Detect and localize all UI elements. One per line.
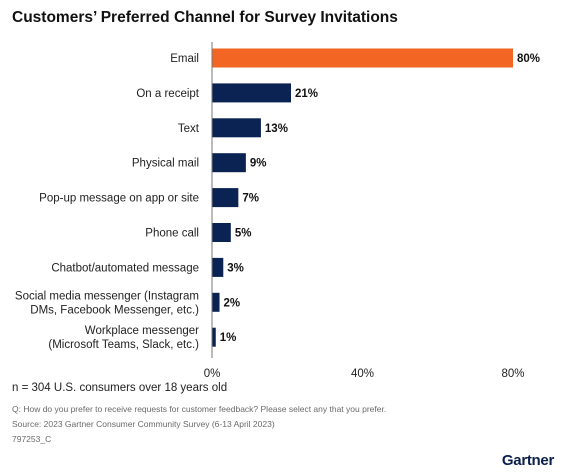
category-label: Email xyxy=(170,53,199,65)
category-label-line: Phone call xyxy=(145,228,199,240)
category-label-line: (Microsoft Teams, Slack, etc.) xyxy=(48,339,199,351)
bar xyxy=(212,153,246,173)
category-label-line: On a receipt xyxy=(136,88,199,100)
category-label: Text xyxy=(178,123,200,135)
bar-value-label: 7% xyxy=(242,193,259,205)
chart-title: Customers’ Preferred Channel for Survey … xyxy=(12,9,398,26)
bar xyxy=(212,118,261,138)
category-label-line: Chatbot/automated message xyxy=(51,262,199,274)
category-label: Physical mail xyxy=(132,158,199,170)
bar xyxy=(212,188,239,208)
category-label-line: Workplace messenger xyxy=(85,325,199,337)
bar-value-label: 5% xyxy=(235,228,252,240)
document-id: 797253_C xyxy=(12,434,52,444)
x-axis: 0% 40% 80% xyxy=(204,42,525,380)
category-label-line: Pop-up message on app or site xyxy=(39,193,199,205)
bar xyxy=(212,292,220,312)
category-label: On a receipt xyxy=(136,88,199,100)
gartner-logo: Gartner xyxy=(501,452,554,469)
bar xyxy=(212,327,216,347)
x-tick-label: 80% xyxy=(501,368,524,380)
bar-value-label: 13% xyxy=(265,123,288,135)
question-note: Q: How do you prefer to receive requests… xyxy=(12,404,387,414)
bar-value-label: 2% xyxy=(224,297,241,309)
bar xyxy=(212,83,292,103)
bar-value-label: 1% xyxy=(220,332,237,344)
bars-layer: Email 80% On a receipt 21% Text 13% Physical m… xyxy=(15,48,540,351)
bar-value-label: 9% xyxy=(250,158,267,170)
category-label-line: Physical mail xyxy=(132,158,199,170)
category-label-line: DMs, Facebook Messenger, etc.) xyxy=(30,304,199,316)
category-label: Pop-up message on app or site xyxy=(39,193,199,205)
category-label: Social media messenger (Instagram DMs, Fa… xyxy=(15,290,199,316)
source-note: Source: 2023 Gartner Consumer Community … xyxy=(12,419,275,429)
category-label-line: Email xyxy=(170,53,199,65)
bar xyxy=(212,223,231,242)
category-label: Chatbot/automated message xyxy=(51,262,199,274)
bar-value-label: 3% xyxy=(227,262,244,274)
bar-value-label: 80% xyxy=(517,53,540,65)
bar-chart: Email 80% On a receipt 21% Text 13% Physical m… xyxy=(15,42,540,380)
x-tick-label: 0% xyxy=(204,368,221,380)
category-label: Workplace messenger (Microsoft Teams, Sla… xyxy=(48,325,199,351)
category-label: Phone call xyxy=(145,228,199,240)
x-tick-label: 40% xyxy=(351,368,374,380)
sample-size-note: n = 304 U.S. consumers over 18 years old xyxy=(12,382,228,394)
bar xyxy=(212,257,224,277)
bar xyxy=(212,48,513,68)
category-label-line: Text xyxy=(178,123,200,135)
category-label-line: Social media messenger (Instagram xyxy=(15,290,199,302)
bar-value-label: 21% xyxy=(295,88,318,100)
